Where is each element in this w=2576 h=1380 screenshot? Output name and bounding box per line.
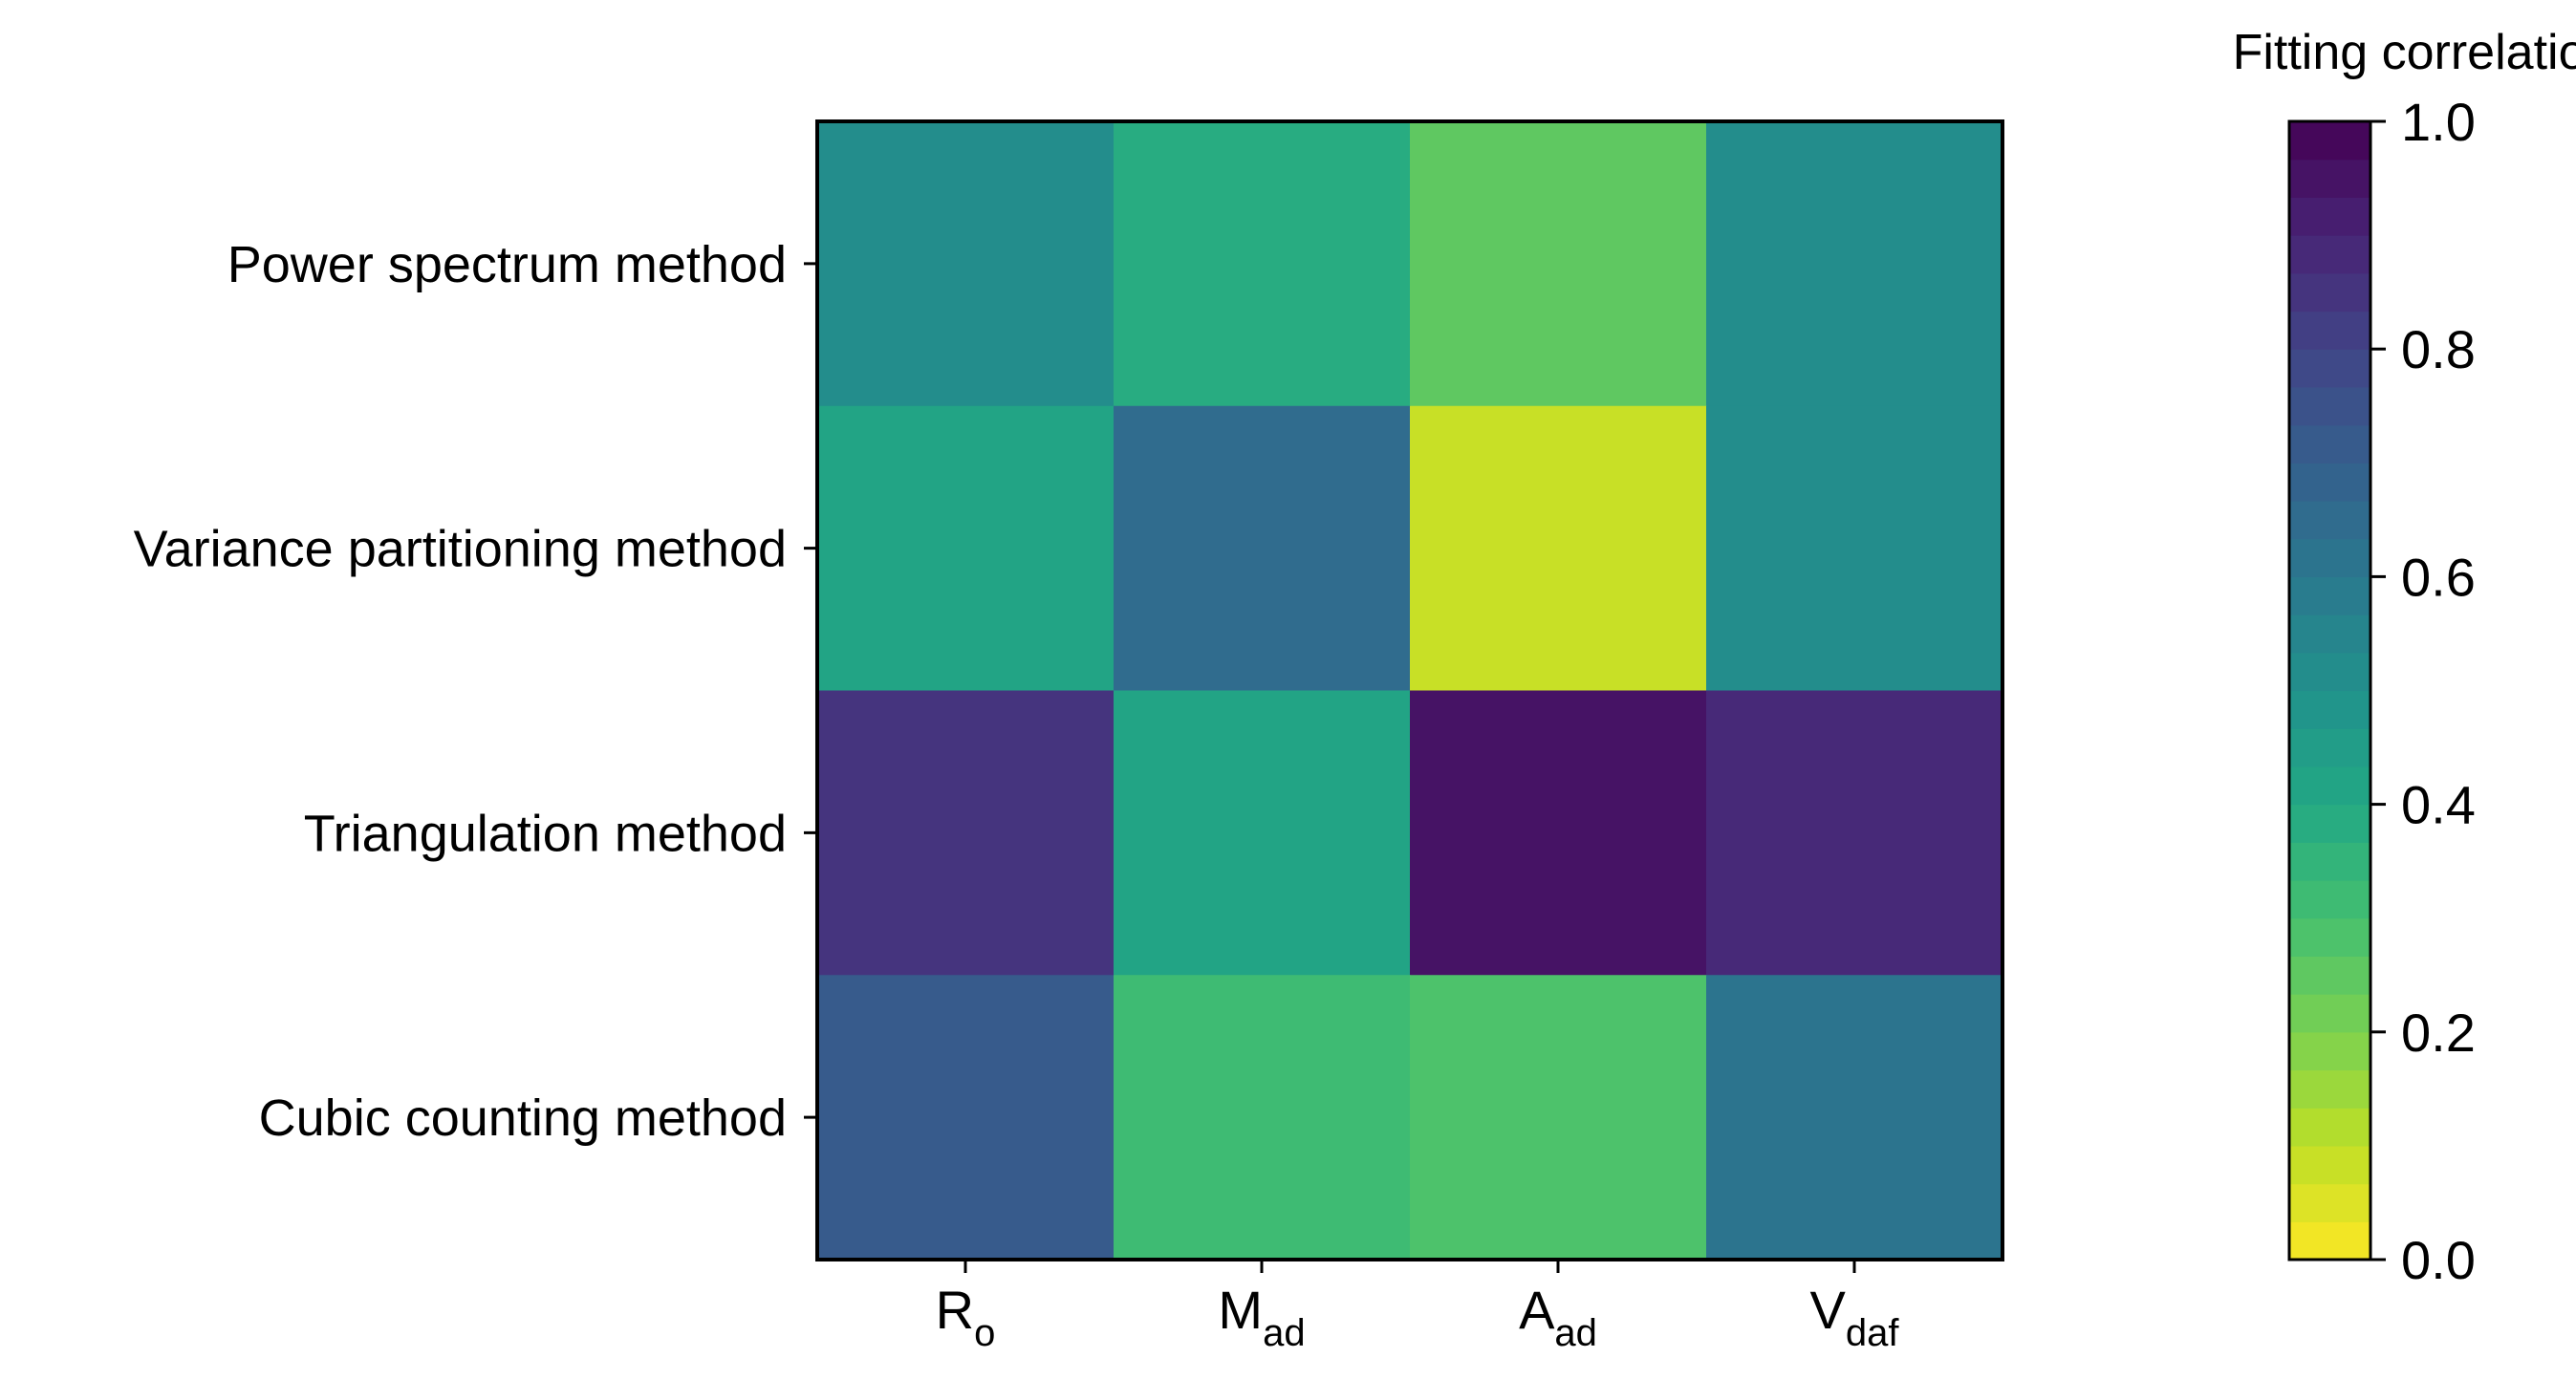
- colorbar-title: Fitting correlation: [2233, 25, 2576, 80]
- colorbar-level: [2289, 121, 2370, 161]
- y-tick-label: Cubic counting method: [259, 1089, 787, 1147]
- colorbar: 0.0 0.2 0.4 0.6 0.8 1.0 Fitting correlation: [2233, 25, 2576, 1290]
- heatmap-cell: [1410, 405, 1707, 692]
- colorbar-level: [2289, 842, 2370, 881]
- colorbar-level: [2289, 1108, 2370, 1147]
- colorbar-level: [2289, 1031, 2370, 1071]
- heatmap-cells: [817, 121, 2003, 1261]
- colorbar-tick-label: 0.6: [2401, 547, 2476, 607]
- colorbar-level: [2289, 1183, 2370, 1222]
- colorbar-level: [2289, 690, 2370, 729]
- colorbar-level: [2289, 235, 2370, 274]
- x-tick-label: Vdaf: [1810, 1280, 1900, 1354]
- heatmap-cell: [1706, 121, 2003, 407]
- heatmap-cell: [1706, 690, 2003, 976]
- heatmap-cell: [1114, 121, 1411, 407]
- colorbar-level: [2289, 956, 2370, 995]
- x-tick-label: Ro: [936, 1280, 996, 1354]
- colorbar-level: [2289, 501, 2370, 540]
- heatmap-cell: [1410, 121, 1707, 407]
- colorbar-tick-label: 1.0: [2401, 92, 2476, 152]
- heatmap-cell: [1706, 405, 2003, 692]
- colorbar-level: [2289, 576, 2370, 615]
- heatmap-cell: [817, 405, 1115, 692]
- y-axis: Power spectrum method Variance partitioni…: [134, 236, 817, 1147]
- colorbar-level: [2289, 272, 2370, 313]
- heatmap-cell: [1410, 975, 1707, 1261]
- y-tick-label: Power spectrum method: [227, 236, 787, 293]
- colorbar-tick-label: 0.2: [2401, 1003, 2476, 1063]
- heatmap-cell: [817, 690, 1115, 976]
- colorbar-level: [2289, 615, 2370, 654]
- heatmap-cell: [1114, 405, 1411, 692]
- heatmap-cell: [817, 121, 1115, 407]
- colorbar-level: [2289, 386, 2370, 426]
- colorbar-level: [2289, 424, 2370, 464]
- colorbar-level: [2289, 728, 2370, 767]
- colorbar-level: [2289, 538, 2370, 577]
- heatmap-cell: [1706, 975, 2003, 1261]
- colorbar-level: [2289, 765, 2370, 806]
- x-axis: Ro Mad Aad Vdaf: [936, 1260, 1900, 1354]
- colorbar-ticks: 0.0 0.2 0.4 0.6 0.8 1.0: [2370, 92, 2476, 1290]
- colorbar-tick-label: 0.8: [2401, 319, 2476, 379]
- colorbar-level: [2289, 311, 2370, 350]
- heatmap-cell: [817, 975, 1115, 1261]
- x-tick-label: Aad: [1519, 1280, 1597, 1354]
- colorbar-frame: [2287, 119, 2372, 1261]
- colorbar-level: [2289, 1069, 2370, 1109]
- colorbar-level: [2289, 652, 2370, 692]
- colorbar-level: [2289, 880, 2370, 919]
- heatmap-cell: [1114, 975, 1411, 1261]
- colorbar-tick-label: 0.0: [2401, 1230, 2476, 1290]
- y-tick-label: Triangulation method: [304, 805, 787, 862]
- colorbar-level: [2289, 917, 2370, 957]
- heatmap-cell: [1410, 690, 1707, 976]
- colorbar-level: [2289, 159, 2370, 198]
- colorbar-level: [2289, 1221, 2370, 1261]
- plot-frame: [815, 119, 2004, 1261]
- colorbar-level: [2289, 197, 2370, 236]
- colorbar-level: [2289, 804, 2370, 843]
- heatmap-cell: [1114, 690, 1411, 976]
- colorbar-tick-label: 0.4: [2401, 775, 2476, 835]
- colorbar-level: [2289, 349, 2370, 388]
- colorbar-level: [2289, 994, 2370, 1033]
- colorbar-levels: [2289, 121, 2370, 1261]
- colorbar-level: [2289, 1145, 2370, 1185]
- x-tick-label: Mad: [1218, 1280, 1305, 1354]
- colorbar-level: [2289, 463, 2370, 502]
- y-tick-label: Variance partitioning method: [134, 521, 787, 578]
